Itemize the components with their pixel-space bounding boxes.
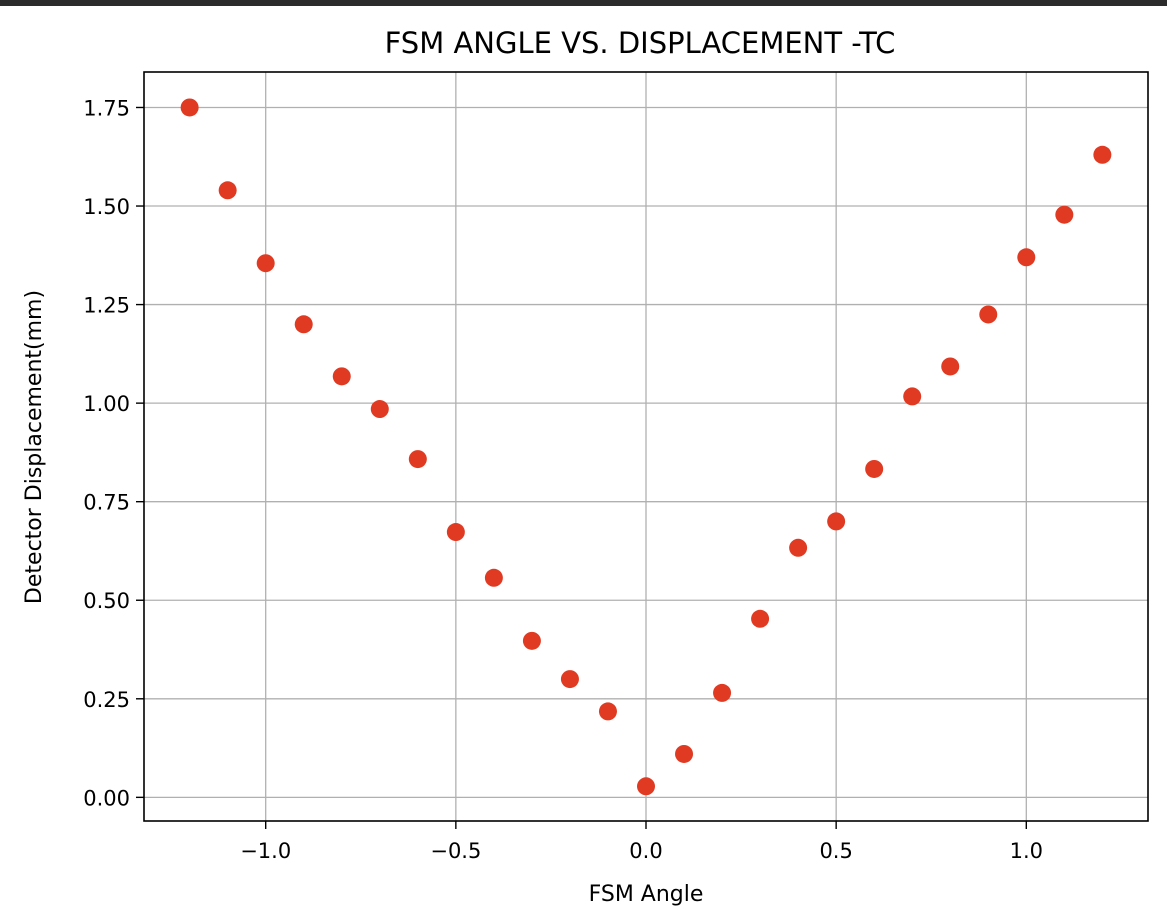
figure-frame: −1.0 −0.5 0.0 0.5 1.0 0.00 0.25 0.50 0.75 1.00 1.2… xyxy=(0,6,1167,924)
y-tick-label: 1.75 xyxy=(83,96,130,120)
data-point xyxy=(903,387,922,406)
data-point xyxy=(827,512,846,531)
chart-title: FSM ANGLE VS. DISPLACEMENT -TC xyxy=(385,26,896,60)
data-point xyxy=(865,459,884,478)
data-point xyxy=(675,744,694,763)
x-tick-label: 1.0 xyxy=(1010,839,1043,863)
data-point xyxy=(560,670,579,689)
data-points xyxy=(180,98,1112,796)
data-point xyxy=(256,254,275,273)
y-tick-label: 0.25 xyxy=(83,688,130,712)
y-tick-label: 1.00 xyxy=(83,392,130,416)
data-point xyxy=(941,357,960,376)
data-point xyxy=(218,181,237,200)
data-point xyxy=(1017,248,1036,267)
data-point xyxy=(1055,205,1074,224)
data-point xyxy=(484,568,503,587)
y-tick-label: 1.50 xyxy=(83,195,130,219)
x-tick-label: 0.0 xyxy=(629,839,662,863)
data-point xyxy=(637,777,655,796)
x-tick-label: −1.0 xyxy=(240,839,291,863)
axis-ticks: −1.0 −0.5 0.0 0.5 1.0 0.00 0.25 0.50 0.75 1.00 1.2… xyxy=(83,96,1043,863)
y-tick-label: 0.50 xyxy=(83,589,130,613)
grid-lines xyxy=(144,72,1148,821)
y-tick-label: 0.75 xyxy=(83,491,130,515)
y-tick-label: 1.25 xyxy=(83,294,130,318)
x-axis-label: FSM Angle xyxy=(589,882,704,907)
data-point xyxy=(598,702,617,721)
data-point xyxy=(408,450,427,469)
data-point xyxy=(713,683,732,702)
y-tick-label: 0.00 xyxy=(83,786,130,810)
scatter-chart: −1.0 −0.5 0.0 0.5 1.0 0.00 0.25 0.50 0.75 1.00 1.2… xyxy=(22,26,1149,907)
data-point xyxy=(294,315,313,334)
data-point xyxy=(522,631,541,650)
data-point xyxy=(180,98,199,117)
x-tick-label: −0.5 xyxy=(430,839,481,863)
data-point xyxy=(1093,145,1112,164)
data-point xyxy=(751,609,770,628)
data-point xyxy=(446,523,465,542)
data-point xyxy=(370,400,389,419)
data-point xyxy=(332,367,351,386)
x-tick-label: 0.5 xyxy=(819,839,852,863)
data-point xyxy=(979,305,998,324)
y-axis-label: Detector Displacement(mm) xyxy=(22,290,47,604)
data-point xyxy=(789,538,808,557)
